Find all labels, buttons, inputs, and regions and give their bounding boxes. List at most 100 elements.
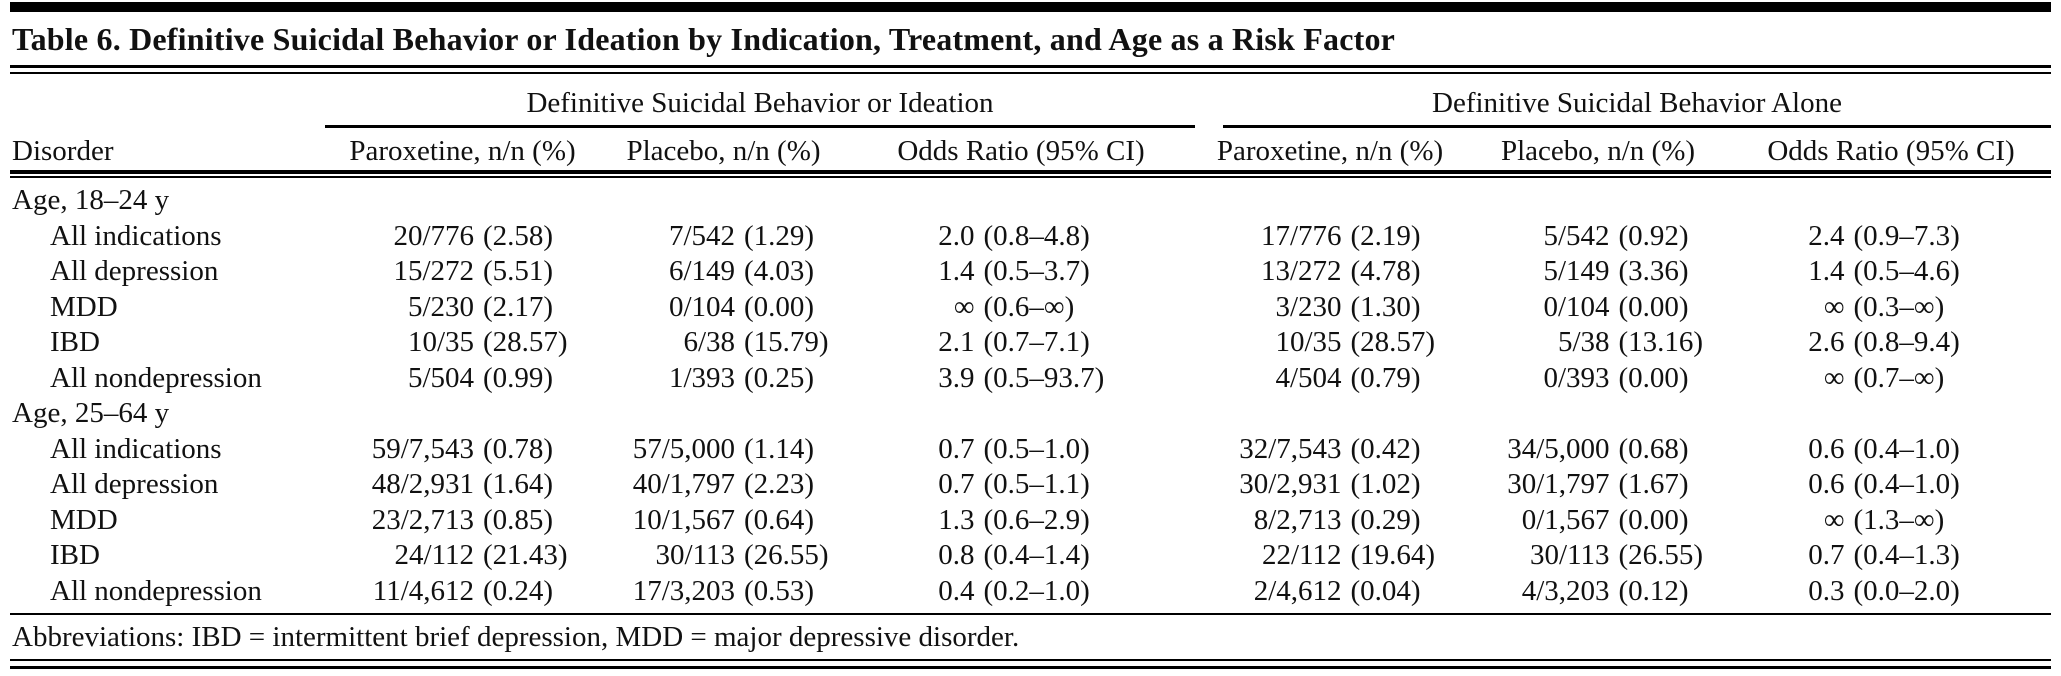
data-cell: 4/504 (0.79): [1195, 361, 1465, 397]
data-cell: 1.4 (0.5–4.6): [1731, 254, 2051, 290]
col-header-placebo-2: Placebo, n/n (%): [1500, 135, 1696, 167]
cell-value: 1.4 (0.5–4.6): [1808, 255, 1960, 287]
cell-value: 10/1,567 (0.64): [632, 503, 815, 536]
cell-value: 1/393 (0.25): [668, 361, 815, 394]
cell-value: 15/272 (5.51): [393, 255, 554, 287]
data-cell: ∞ (1.3–∞): [1731, 503, 2051, 539]
table-title: Table 6. Definitive Suicidal Behavior or…: [12, 21, 1396, 57]
data-cell: 0.8 (0.4–1.4): [847, 538, 1195, 574]
data-cell: 17/776 (2.19): [1195, 219, 1465, 255]
cell-value: 57/5,000 (1.14): [632, 432, 815, 465]
row-label: All indications: [50, 432, 222, 465]
cell-value: 6/149 (4.03): [668, 255, 815, 287]
table-row: All nondepression 5/504 (0.99) 1/393 (0.25) 3…: [10, 361, 2051, 397]
cell-value: 0.6 (0.4–1.0): [1808, 432, 1960, 465]
data-cell: 48/2,931 (1.64): [325, 467, 600, 503]
row-label: All nondepression: [50, 361, 262, 394]
data-cell: 13/272 (4.78): [1195, 254, 1465, 290]
cell-value: 0.7 (0.5–1.0): [938, 432, 1090, 465]
cell-value: 22/112 (19.64): [1262, 539, 1436, 571]
data-cell: 20/776 (2.58): [325, 219, 600, 255]
data-cell: 5/38 (13.16): [1465, 325, 1731, 361]
cell-value: 40/1,797 (2.23): [632, 468, 815, 500]
cell-value: 10/35 (28.57): [1275, 326, 1436, 358]
cell-value: 0.7 (0.4–1.3): [1808, 539, 1960, 571]
data-cell: 0/393 (0.00): [1465, 361, 1731, 397]
cell-value: 1.4 (0.5–3.7): [938, 255, 1090, 287]
data-cell: ∞ (0.7–∞): [1731, 361, 2051, 397]
cell-value: 2/4,612 (0.04): [1253, 574, 1421, 607]
cell-value: 17/3,203 (0.53): [632, 574, 815, 607]
data-cell: 24/112 (21.43): [325, 538, 600, 574]
cell-value: 0.8 (0.4–1.4): [938, 539, 1090, 571]
table-row: MDD 5/230 (2.17) 0/104 (0.00) ∞ (0.6–∞) 3/230 (1…: [10, 290, 2051, 326]
data-cell: 2.4 (0.9–7.3): [1731, 219, 2051, 255]
data-cell: 10/1,567 (0.64): [600, 503, 847, 539]
data-cell: 10/35 (28.57): [325, 325, 600, 361]
row-label: MDD: [50, 290, 118, 323]
data-cell: 2/4,612 (0.04): [1195, 574, 1465, 610]
table-row: IBD 24/112 (21.43) 30/113 (26.55) 0.8 (0.4–1.4…: [10, 538, 2051, 574]
data-cell: 6/149 (4.03): [600, 254, 847, 290]
row-label: Age, 25–64 y: [12, 397, 170, 429]
cell-value: 5/542 (0.92): [1543, 219, 1689, 252]
cell-value: 8/2,713 (0.29): [1253, 503, 1421, 536]
col-header-placebo-1: Placebo, n/n (%): [626, 135, 821, 167]
cell-value: 48/2,931 (1.64): [371, 468, 554, 500]
data-cell: 3/230 (1.30): [1195, 290, 1465, 326]
cell-value: 2.1 (0.7–7.1): [938, 326, 1090, 358]
cell-value: 34/5,000 (0.68): [1507, 432, 1689, 465]
table-row: All depression 48/2,931 (1.64) 40/1,797 (2.2…: [10, 467, 2051, 503]
table-row: Age, 25–64 y: [10, 396, 2051, 432]
data-cell: 0/104 (0.00): [1465, 290, 1731, 326]
title-double-rule: [10, 65, 2051, 74]
data-cell: 23/2,713 (0.85): [325, 503, 600, 539]
data-cell: 0/104 (0.00): [600, 290, 847, 326]
data-cell: ∞ (0.3–∞): [1731, 290, 2051, 326]
data-cell: 8/2,713 (0.29): [1195, 503, 1465, 539]
data-cell: 0.7 (0.4–1.3): [1731, 538, 2051, 574]
row-label: Age, 18–24 y: [12, 184, 170, 216]
cell-value: 2.4 (0.9–7.3): [1808, 219, 1960, 252]
data-cell: 0.7 (0.5–1.0): [847, 432, 1195, 468]
table-row: All indications 20/776 (2.58) 7/542 (1.29) 2.…: [10, 219, 2051, 255]
data-cell: ∞ (0.6–∞): [847, 290, 1195, 326]
cell-value: 0.6 (0.4–1.0): [1808, 468, 1960, 500]
data-cell: 11/4,612 (0.24): [325, 574, 600, 610]
cell-value: 0/104 (0.00): [1543, 290, 1689, 323]
col-header-disorder: Disorder: [12, 135, 114, 167]
cell-value: ∞ (1.3–∞): [1823, 503, 1945, 536]
data-cell: 3.9 (0.5–93.7): [847, 361, 1195, 397]
data-cell: 0.3 (0.0–2.0): [1731, 574, 2051, 610]
column-header-row: Disorder Paroxetine, n/n (%) Placebo, n/…: [10, 133, 2051, 170]
header-double-rule: [10, 170, 2051, 178]
data-cell: 59/7,543 (0.78): [325, 432, 600, 468]
cell-value: 0.3 (0.0–2.0): [1808, 574, 1960, 607]
data-cell: 5/149 (3.36): [1465, 254, 1731, 290]
data-cell: 32/7,543 (0.42): [1195, 432, 1465, 468]
cell-value: 4/3,203 (0.12): [1521, 574, 1689, 607]
group-header-behavior-alone: Definitive Suicidal Behavior Alone: [1223, 87, 2051, 128]
cell-value: 3.9 (0.5–93.7): [938, 361, 1105, 394]
cell-value: 7/542 (1.29): [668, 219, 815, 252]
data-cell: 1/393 (0.25): [600, 361, 847, 397]
data-cell: 1.3 (0.6–2.9): [847, 503, 1195, 539]
data-cell: 57/5,000 (1.14): [600, 432, 847, 468]
cell-value: 30/113 (26.55): [1530, 539, 1704, 571]
cell-value: 24/112 (21.43): [394, 539, 568, 571]
data-cell: 40/1,797 (2.23): [600, 467, 847, 503]
data-cell: 34/5,000 (0.68): [1465, 432, 1731, 468]
cell-value: 59/7,543 (0.78): [371, 432, 554, 465]
row-label: All depression: [50, 255, 219, 287]
data-cell: 17/3,203 (0.53): [600, 574, 847, 610]
row-label: All depression: [50, 468, 219, 500]
table-row: All indications 59/7,543 (0.78) 57/5,000 (1.…: [10, 432, 2051, 468]
cell-value: ∞ (0.6–∞): [953, 290, 1075, 323]
data-cell: 5/230 (2.17): [325, 290, 600, 326]
cell-value: 13/272 (4.78): [1260, 255, 1421, 287]
cell-value: 2.6 (0.8–9.4): [1808, 326, 1960, 358]
data-cell: 1.4 (0.5–3.7): [847, 254, 1195, 290]
table-row: All nondepression 11/4,612 (0.24) 17/3,203(…: [10, 574, 2051, 610]
group-header-row: Definitive Suicidal Behavior or Ideation…: [10, 74, 2051, 128]
